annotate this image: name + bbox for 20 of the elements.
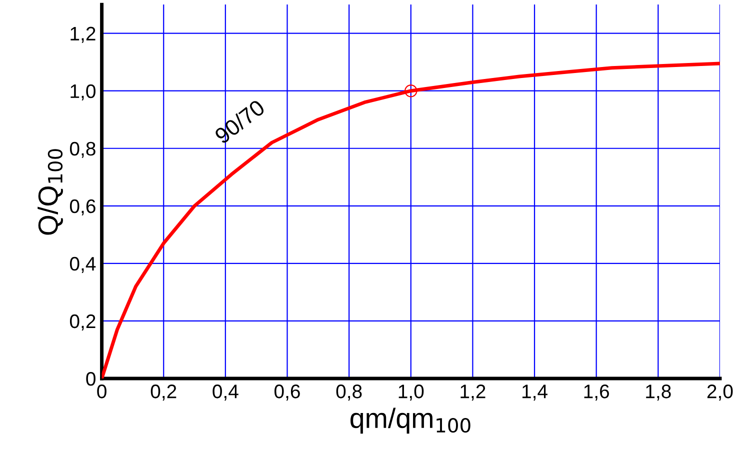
y-axis-title: Q/Q$_{100}$ [38,149,63,235]
x-tick-label: 1,4 [522,384,548,401]
x-tick-label: 1,6 [584,384,609,401]
x-tick-label: 0,8 [336,384,362,401]
x-tick-label: 1,2 [460,384,486,401]
y-tick-label: 1,2 [70,26,96,43]
x-tick-label: 1,8 [646,384,671,401]
x-tick-label: 0,4 [212,384,238,401]
x-tick-label: 0,6 [274,384,300,401]
y-tick-label: 0 [86,372,96,386]
x-tick-label: 2,0 [707,384,733,401]
y-tick-label: 0,8 [70,142,96,158]
y-tick-label: 1,0 [70,84,96,100]
x-tick-label: 1,0 [398,384,424,401]
y-tick-label: 0,4 [70,256,96,273]
x-tick-label: 0,2 [150,384,176,401]
y-tick-label: 0,2 [70,314,96,330]
x-tick-label: 0 [97,384,106,398]
x-axis-title: qm/qm$_{100}$ [350,408,470,434]
y-tick-label: 0,6 [70,199,96,216]
